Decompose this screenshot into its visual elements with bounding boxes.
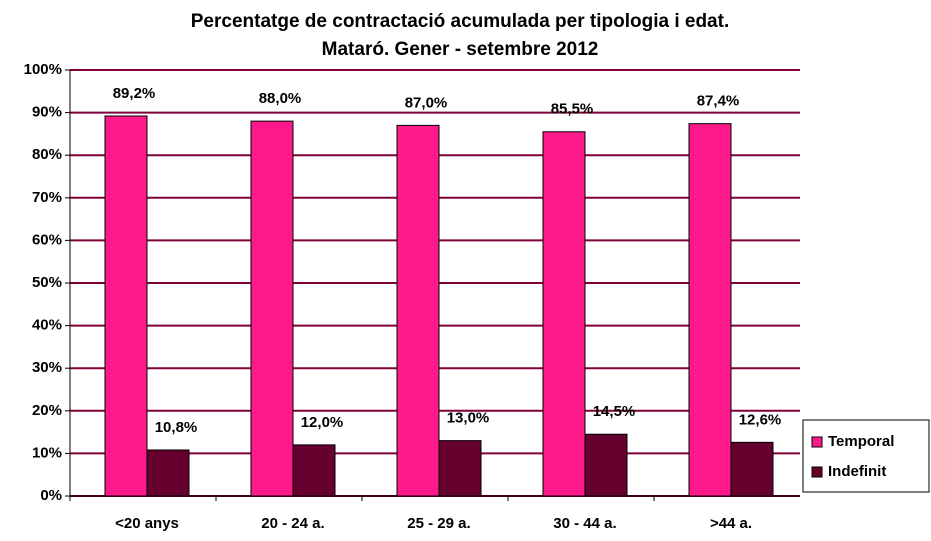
data-label: 12,0% <box>301 414 344 431</box>
legend-box <box>802 419 930 493</box>
y-tick-label: 80% <box>32 146 62 163</box>
data-label: 13,0% <box>447 410 490 427</box>
x-tick-label: 25 - 29 a. <box>407 515 470 532</box>
y-tick-label: 0% <box>40 487 62 504</box>
y-tick-label: 20% <box>32 402 62 419</box>
y-tick-label: 60% <box>32 231 62 248</box>
y-tick-label: 70% <box>32 189 62 206</box>
bar <box>250 120 294 497</box>
bar <box>396 124 440 497</box>
y-tick-label: 100% <box>24 61 62 78</box>
bar <box>688 123 732 497</box>
bar <box>542 131 586 497</box>
x-tick-label: <20 anys <box>115 515 179 532</box>
bar <box>146 449 190 497</box>
chart-title: Mataró. Gener - setembre 2012 <box>322 39 599 60</box>
data-label: 89,2% <box>113 85 156 102</box>
data-label: 88,0% <box>259 90 302 107</box>
bar <box>730 441 774 497</box>
bar <box>104 115 148 497</box>
data-label: 87,0% <box>405 94 448 111</box>
data-label: 87,4% <box>697 93 740 110</box>
legend-swatch <box>811 466 823 478</box>
data-label: 14,5% <box>593 403 636 420</box>
data-label: 12,6% <box>739 411 782 428</box>
x-tick-label: 30 - 44 a. <box>553 515 616 532</box>
y-tick-label: 30% <box>32 359 62 376</box>
data-label: 10,8% <box>155 419 198 436</box>
data-label: 85,5% <box>551 101 594 118</box>
bar <box>292 444 336 497</box>
bar <box>438 440 482 497</box>
legend-swatch <box>811 436 823 448</box>
x-tick-label: >44 a. <box>710 515 752 532</box>
x-tick-label: 20 - 24 a. <box>261 515 324 532</box>
y-tick-label: 40% <box>32 317 62 334</box>
y-tick-label: 10% <box>32 444 62 461</box>
legend-label: Indefinit <box>828 463 886 480</box>
y-tick-label: 50% <box>32 274 62 291</box>
legend-label: Temporal <box>828 433 894 450</box>
y-tick-label: 90% <box>32 104 62 121</box>
chart-title: Percentatge de contractació acumulada pe… <box>191 11 729 32</box>
bar <box>584 433 628 497</box>
